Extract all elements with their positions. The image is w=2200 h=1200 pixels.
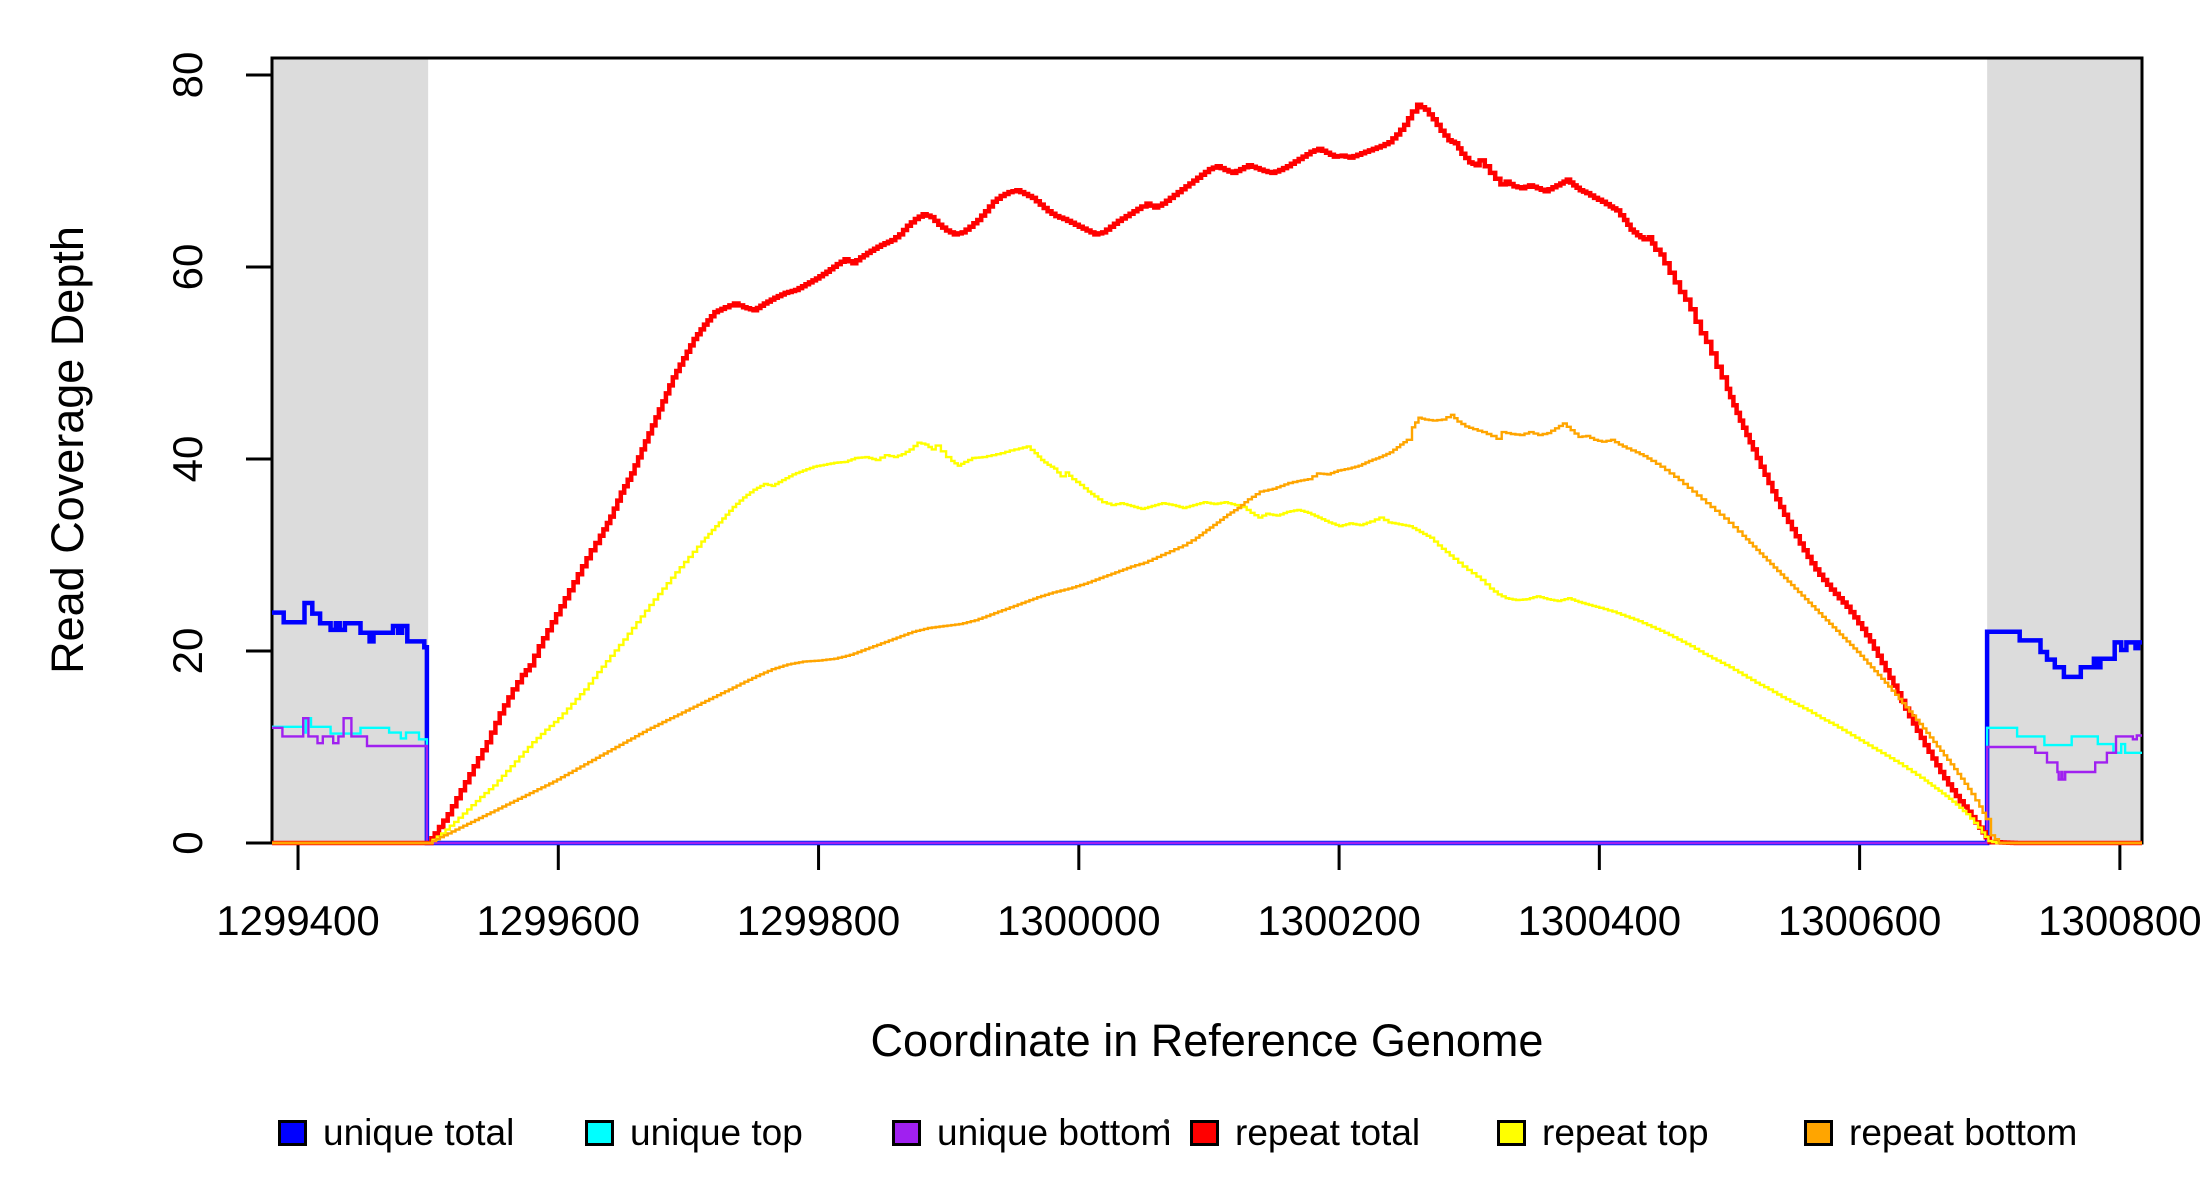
x-axis-title: Coordinate in Reference Genome xyxy=(870,1015,1544,1066)
x-tick-label: 1300600 xyxy=(1777,897,1942,944)
x-tick-label: 1300400 xyxy=(1517,897,1682,944)
legend-label: repeat total xyxy=(1235,1112,1421,1153)
x-tick-label: 1300000 xyxy=(997,897,1161,944)
legend-label: repeat top xyxy=(1542,1112,1709,1153)
series-line-unique-total xyxy=(272,600,2142,846)
legend-swatch-unique-top-icon xyxy=(585,1120,614,1146)
masked-region-left xyxy=(272,59,429,842)
legend-item-repeat-total: repeat total xyxy=(1190,1108,1420,1158)
masked-region-right xyxy=(1987,59,2142,842)
legend-item-repeat-top: repeat top xyxy=(1497,1108,1709,1158)
x-tick-label: 1299800 xyxy=(736,897,901,944)
y-tick-label: 20 xyxy=(164,627,211,675)
stray-point-artifact xyxy=(1164,1119,1169,1124)
legend-label: unique top xyxy=(630,1112,803,1153)
x-tick-label: 1300800 xyxy=(2038,897,2200,944)
legend-label: repeat bottom xyxy=(1849,1112,2078,1153)
legend-label: unique bottom xyxy=(937,1112,1172,1153)
series-line-repeat-bottom xyxy=(272,413,2142,845)
y-tick-label: 80 xyxy=(164,51,211,99)
series-line-repeat-top xyxy=(272,441,2142,845)
series-line-repeat-total xyxy=(272,102,2142,846)
legend-swatch-unique-bottom-icon xyxy=(892,1120,921,1146)
legend-item-repeat-bottom: repeat bottom xyxy=(1804,1108,2077,1158)
legend-item-unique-bottom: unique bottom xyxy=(892,1108,1172,1158)
legend-swatch-repeat-bottom-icon xyxy=(1804,1120,1833,1146)
legend-swatch-repeat-top-icon xyxy=(1497,1120,1526,1146)
legend-item-unique-top: unique top xyxy=(585,1108,803,1158)
y-tick-label: 0 xyxy=(164,831,211,855)
y-tick-label: 60 xyxy=(164,243,211,291)
y-axis-title: Read Coverage Depth xyxy=(42,226,93,674)
legend-label: unique total xyxy=(323,1112,515,1153)
legend-swatch-repeat-total-icon xyxy=(1190,1120,1219,1146)
legend-swatch-unique-total-icon xyxy=(278,1120,307,1146)
legend-item-unique-total: unique total xyxy=(278,1108,514,1158)
series-line-unique-bottom xyxy=(272,717,2142,845)
x-tick-label: 1300200 xyxy=(1257,897,1421,944)
x-tick-label: 1299400 xyxy=(216,897,380,944)
series-line-unique-top xyxy=(272,717,2142,845)
x-tick-label: 1299600 xyxy=(476,897,641,944)
y-tick-label: 40 xyxy=(164,435,211,483)
